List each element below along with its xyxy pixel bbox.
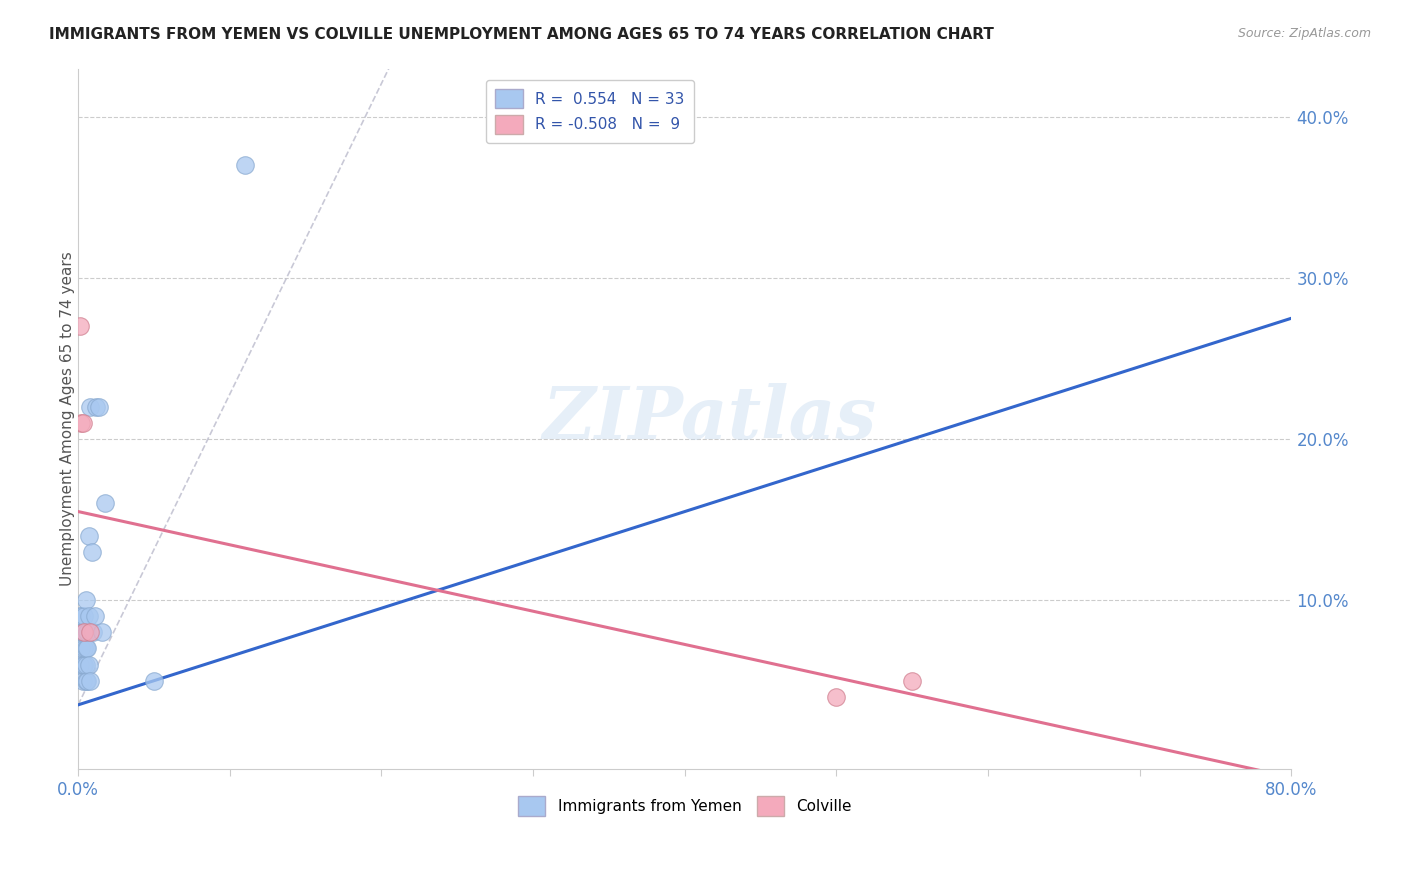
Point <box>142 673 165 688</box>
Point <box>72 625 94 640</box>
Point <box>72 416 94 430</box>
Legend: Immigrants from Yemen, Colville: Immigrants from Yemen, Colville <box>509 787 860 825</box>
Point <box>77 657 100 672</box>
Text: Source: ZipAtlas.com: Source: ZipAtlas.com <box>1237 27 1371 40</box>
Y-axis label: Unemployment Among Ages 65 to 74 years: Unemployment Among Ages 65 to 74 years <box>59 252 75 586</box>
Point <box>94 496 117 510</box>
Point <box>79 673 101 688</box>
Point <box>75 593 97 607</box>
Point <box>82 625 104 640</box>
Point <box>76 673 98 688</box>
Text: IMMIGRANTS FROM YEMEN VS COLVILLE UNEMPLOYMENT AMONG AGES 65 TO 74 YEARS CORRELA: IMMIGRANTS FROM YEMEN VS COLVILLE UNEMPL… <box>49 27 994 42</box>
Point <box>72 673 94 688</box>
Point <box>79 625 101 640</box>
Point <box>69 319 91 334</box>
Point <box>80 545 103 559</box>
Point <box>233 158 256 172</box>
Point <box>70 641 93 656</box>
Point <box>70 609 93 624</box>
Point <box>69 609 91 624</box>
Point <box>79 400 101 414</box>
Point <box>70 625 93 640</box>
Point <box>86 400 108 414</box>
Point <box>72 657 94 672</box>
Point <box>83 609 105 624</box>
Point <box>73 657 96 672</box>
Point <box>825 690 848 704</box>
Point <box>76 625 98 640</box>
Point <box>75 641 97 656</box>
Point <box>77 529 100 543</box>
Point <box>91 625 114 640</box>
Point <box>73 641 96 656</box>
Point <box>73 625 96 640</box>
Text: ZIPatlas: ZIPatlas <box>541 384 876 454</box>
Point <box>69 657 91 672</box>
Point <box>72 625 94 640</box>
Point <box>901 673 924 688</box>
Point <box>70 416 93 430</box>
Point <box>77 609 100 624</box>
Point <box>73 609 96 624</box>
Point <box>75 657 97 672</box>
Point <box>76 641 98 656</box>
Point <box>89 400 111 414</box>
Point <box>75 673 97 688</box>
